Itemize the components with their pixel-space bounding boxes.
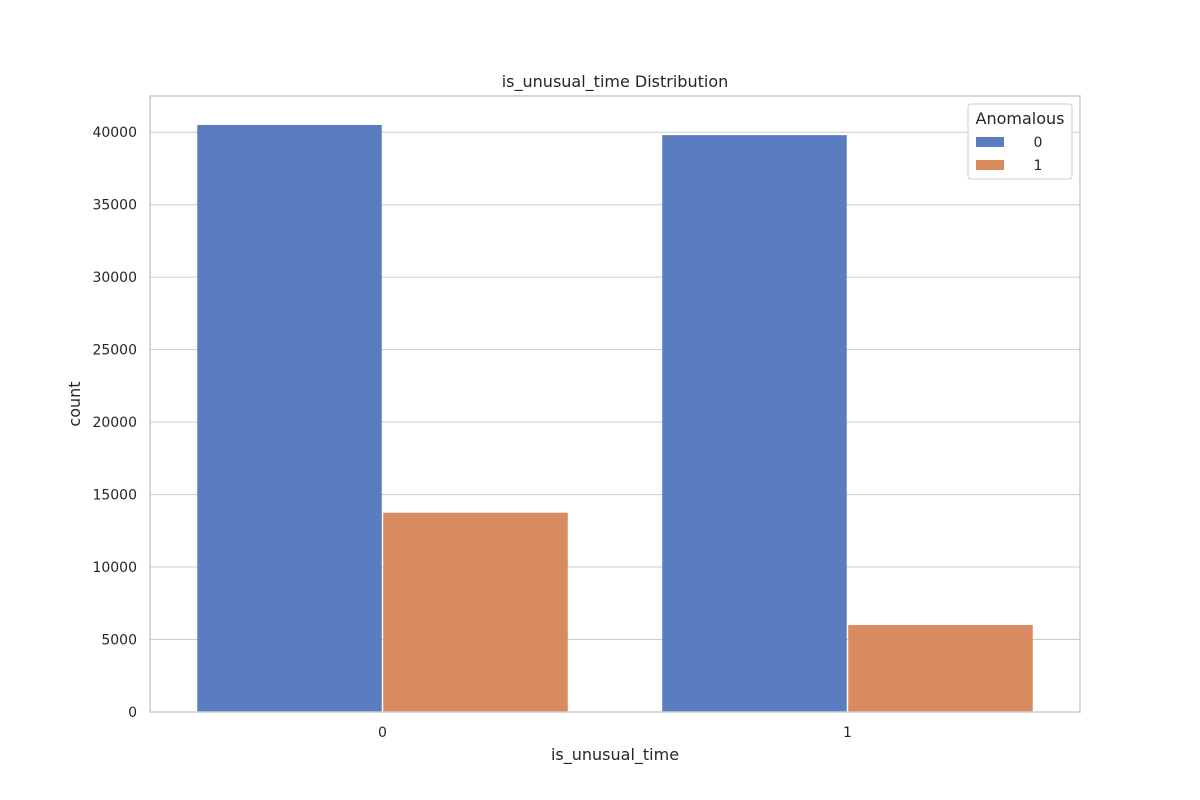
legend-label: 0 xyxy=(1034,135,1043,151)
legend-swatch xyxy=(976,137,1004,147)
legend-swatch xyxy=(976,160,1004,170)
y-tick-label: 40000 xyxy=(92,125,137,141)
bar-cat-1-anomalous-0 xyxy=(662,135,847,712)
y-tick-label: 0 xyxy=(128,705,137,721)
plot-frame xyxy=(149,95,1081,713)
y-tick-label: 25000 xyxy=(92,343,137,359)
chart-title: is_unusual_time Distribution xyxy=(502,72,729,92)
y-tick-label: 5000 xyxy=(101,633,137,649)
x-axis-label: is_unusual_time xyxy=(551,745,679,765)
y-tick-labels: 0 5000 10000 15000 20000 25000 30000 35000 40000 xyxy=(92,125,137,721)
legend-title: Anomalous xyxy=(976,109,1065,128)
y-tick-label: 20000 xyxy=(92,415,137,431)
bar-cat-0-anomalous-1 xyxy=(383,512,568,712)
y-axis-label: count xyxy=(65,381,84,426)
bar-cat-0-anomalous-0 xyxy=(197,124,382,713)
y-tick-label: 35000 xyxy=(92,198,137,214)
y-tick-label: 30000 xyxy=(92,270,137,286)
y-tick-label: 10000 xyxy=(92,560,137,576)
legend: Anomalous 01 xyxy=(967,103,1073,180)
x-tick-label: 0 xyxy=(378,725,387,741)
bars xyxy=(197,124,1033,713)
bar-cat-1-anomalous-1 xyxy=(848,625,1033,712)
legend-label: 1 xyxy=(1034,158,1043,174)
y-tick-label: 15000 xyxy=(92,488,137,504)
x-tick-label: 1 xyxy=(843,725,852,741)
legend-items: 01 xyxy=(976,135,1042,174)
